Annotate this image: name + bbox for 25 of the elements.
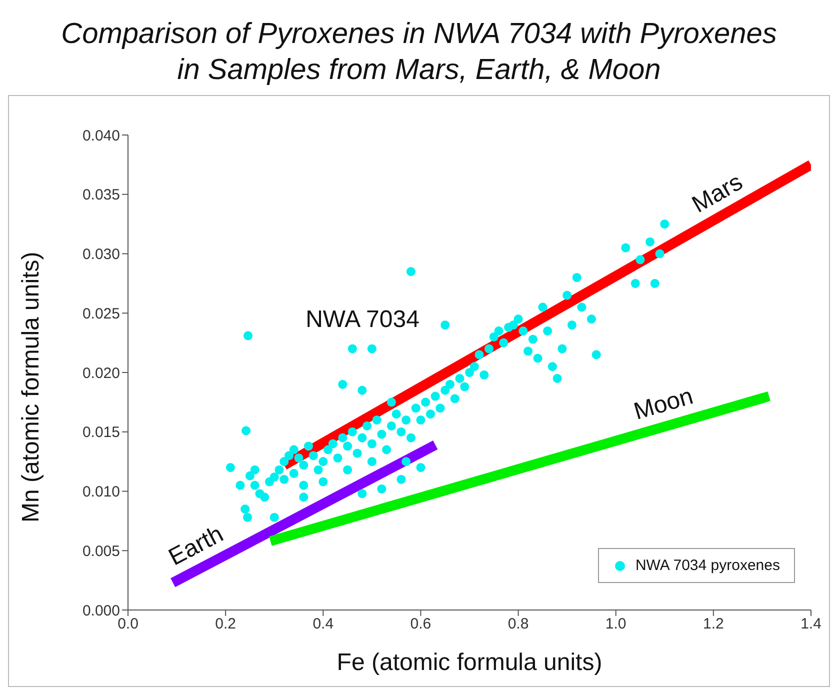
x-tick-label: 0.4 <box>312 616 334 633</box>
chart-title: Comparison of Pyroxenes in NWA 7034 with Pyroxenes in Samples from Mars, Earth, & Moon <box>60 16 778 88</box>
x-tick-label: 0.8 <box>508 616 529 633</box>
y-tick-label: 0.000 <box>82 602 120 620</box>
y-axis-title: Mn (atomic formula units) <box>18 252 45 522</box>
y-tick-label: 0.030 <box>82 246 120 264</box>
legend-label: NWA 7034 pyroxenes <box>634 557 780 574</box>
annotation: Earth <box>164 520 228 572</box>
annotation: Mars <box>688 168 748 218</box>
annotation: Moon <box>630 382 696 426</box>
y-tick-label: 0.020 <box>82 364 120 382</box>
x-axis-title: Fe (atomic formula units) <box>336 649 602 676</box>
y-tick-label: 0.035 <box>82 186 120 204</box>
y-tick-label: 0.015 <box>82 424 120 442</box>
y-tick-label: 0.025 <box>82 305 120 322</box>
x-tick-label: 1.2 <box>703 616 724 633</box>
y-tick-label: 0.010 <box>82 484 120 501</box>
annotation: NWA 7034 <box>306 306 420 334</box>
x-tick-label: 1.0 <box>605 616 626 633</box>
x-tick-label: 0.6 <box>410 616 432 633</box>
x-tick-label: 0.0 <box>118 616 138 633</box>
x-tick-label: 1.4 <box>800 616 822 633</box>
y-tick-label: 0.040 <box>82 127 120 144</box>
y-tick-label: 0.005 <box>82 542 120 560</box>
x-tick-label: 0.2 <box>215 616 236 633</box>
